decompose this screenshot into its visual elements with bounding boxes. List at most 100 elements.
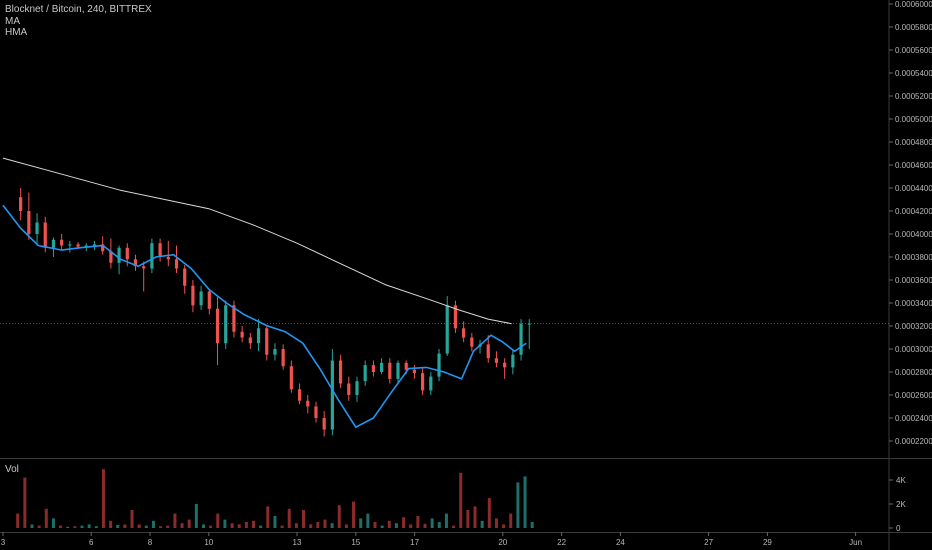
volume-tick-label: 0 <box>896 524 901 533</box>
candle-down <box>371 365 375 372</box>
volume-bar <box>159 526 163 528</box>
candle-down <box>60 239 64 246</box>
volume-bar <box>509 513 513 528</box>
volume-bar <box>166 525 170 528</box>
candle-up <box>437 353 441 377</box>
candle-down <box>174 259 179 269</box>
candle-down <box>486 344 490 359</box>
volume-bar <box>244 522 248 528</box>
candle-down <box>191 285 195 306</box>
volume-bar <box>173 513 177 528</box>
volume-bar <box>266 506 270 528</box>
candle-down <box>215 308 220 344</box>
volume-bar <box>259 525 263 528</box>
candle-down <box>158 243 162 257</box>
candle-down <box>166 257 170 260</box>
candle-down <box>289 366 293 390</box>
volume-bar <box>323 519 327 528</box>
volume-bar <box>494 518 498 528</box>
candle-down <box>347 383 351 395</box>
volume-bar <box>16 513 20 528</box>
candle-up <box>273 349 277 355</box>
volume-bar <box>473 506 477 528</box>
volume-bar <box>373 522 377 528</box>
volume-bar <box>409 524 413 528</box>
volume-bar <box>523 476 527 528</box>
candle-up <box>92 244 97 246</box>
hma-indicator-label[interactable]: HMA <box>5 27 28 38</box>
candle-down <box>322 418 326 430</box>
candle-down <box>314 406 318 418</box>
candle-up <box>396 362 400 379</box>
volume-bar <box>230 523 234 528</box>
volume-bar <box>316 522 320 528</box>
volume-pane-label[interactable]: Vol <box>5 464 19 475</box>
volume-bar <box>273 516 277 528</box>
volume-bar <box>480 520 484 528</box>
volume-tick-label: 2K <box>896 500 906 509</box>
volume-bar <box>109 520 113 528</box>
candle-down <box>503 362 507 368</box>
time-tick-label: Jun <box>849 538 862 547</box>
candle-down <box>142 266 146 269</box>
candle-down <box>388 362 392 379</box>
volume-bar <box>73 526 77 528</box>
volume-bar <box>209 525 213 528</box>
volume-bar <box>416 516 420 528</box>
time-tick-label: 6 <box>89 538 94 547</box>
candle-down <box>240 331 244 338</box>
ma-line <box>2 157 512 325</box>
time-tick-label: 29 <box>763 538 772 547</box>
volume-bar <box>44 508 48 528</box>
candle-down <box>453 305 458 329</box>
candle-up <box>150 243 154 269</box>
volume-bar <box>223 519 227 528</box>
volume-bar <box>330 523 334 528</box>
volume-bar <box>180 523 184 528</box>
volume-bar <box>437 522 441 528</box>
time-tick-label: 15 <box>351 538 360 547</box>
time-tick-label: 17 <box>410 538 419 547</box>
time-tick-label: 13 <box>293 538 302 547</box>
candle-down <box>101 244 105 252</box>
volume-bar <box>502 524 506 528</box>
volume-bar <box>302 510 306 528</box>
volume-bar <box>344 524 348 528</box>
time-tick-label: 10 <box>204 538 213 547</box>
time-tick-label: 20 <box>498 538 507 547</box>
candle-down <box>232 305 236 332</box>
volume-bar <box>394 523 398 528</box>
time-tick-label: 8 <box>148 538 153 547</box>
volume-bar <box>366 513 370 528</box>
price-tick-label: 0.00022000 <box>895 437 932 446</box>
candle-down <box>76 244 80 247</box>
candle-up <box>355 381 359 395</box>
candle-up <box>511 354 515 368</box>
volume-bar <box>80 525 84 528</box>
volume-bar <box>252 520 256 528</box>
volume-bar <box>530 522 534 528</box>
ma-indicator-label[interactable]: MA <box>5 15 20 27</box>
volume-bar <box>337 505 341 528</box>
candle-down <box>27 211 31 234</box>
candle-down <box>462 328 466 338</box>
symbol-title[interactable]: Blocknet / Bitcoin, 240, BITTREX <box>5 4 152 15</box>
volume-bar <box>430 518 434 528</box>
volume-tick-label: 4K <box>896 476 906 485</box>
time-axis[interactable]: 3 6 8 10 13 15 17 20 22 24 27 29 Jun <box>1 532 862 547</box>
candle-down <box>133 259 138 267</box>
volume-bars <box>16 469 534 528</box>
volume-bar <box>280 525 284 528</box>
volume-bar <box>444 513 448 528</box>
volume-bar <box>187 519 191 528</box>
volume-bar <box>466 510 470 528</box>
